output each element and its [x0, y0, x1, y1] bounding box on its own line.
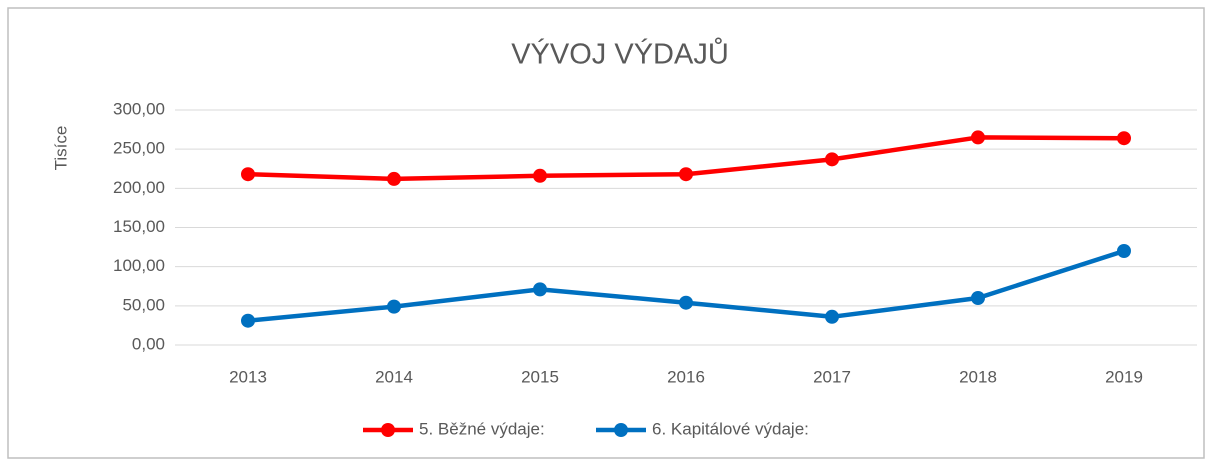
x-tick-label: 2013 — [229, 367, 267, 386]
data-point — [533, 168, 547, 183]
x-tick-label: 2014 — [375, 367, 413, 386]
x-tick-label: 2015 — [521, 367, 559, 386]
x-tick-label: 2018 — [959, 367, 997, 386]
x-tick-label: 2016 — [667, 367, 705, 386]
data-point — [679, 167, 693, 182]
data-point — [1117, 131, 1131, 146]
x-tick-label: 2017 — [813, 367, 851, 386]
data-point — [825, 152, 839, 167]
chart-border — [7, 7, 1205, 459]
data-point — [971, 130, 985, 145]
data-point — [1117, 244, 1131, 258]
y-tick-label: 50,00 — [122, 295, 165, 314]
y-tick-label: 150,00 — [113, 217, 165, 236]
y-tick-label: 250,00 — [113, 139, 165, 158]
x-tick-label: 2019 — [1105, 367, 1143, 386]
chart-title: VÝVOJ VÝDAJŮ — [511, 37, 729, 71]
legend-marker — [614, 423, 628, 437]
legend-marker — [381, 423, 395, 437]
data-point — [971, 291, 985, 305]
y-tick-label: 0,00 — [132, 334, 165, 353]
data-point — [387, 299, 401, 314]
y-axis-label: Tisíce — [51, 126, 70, 171]
data-point — [387, 171, 401, 186]
y-tick-label: 300,00 — [113, 99, 165, 118]
y-tick-label: 200,00 — [113, 178, 165, 197]
y-tick-label: 100,00 — [113, 256, 165, 275]
data-point — [825, 309, 839, 324]
legend-label: 6. Kapitálové výdaje: — [652, 419, 809, 438]
data-point — [679, 295, 693, 310]
data-point — [241, 167, 255, 182]
data-point — [241, 313, 255, 328]
data-point — [533, 282, 547, 297]
legend-label: 5. Běžné výdaje: — [419, 419, 545, 438]
